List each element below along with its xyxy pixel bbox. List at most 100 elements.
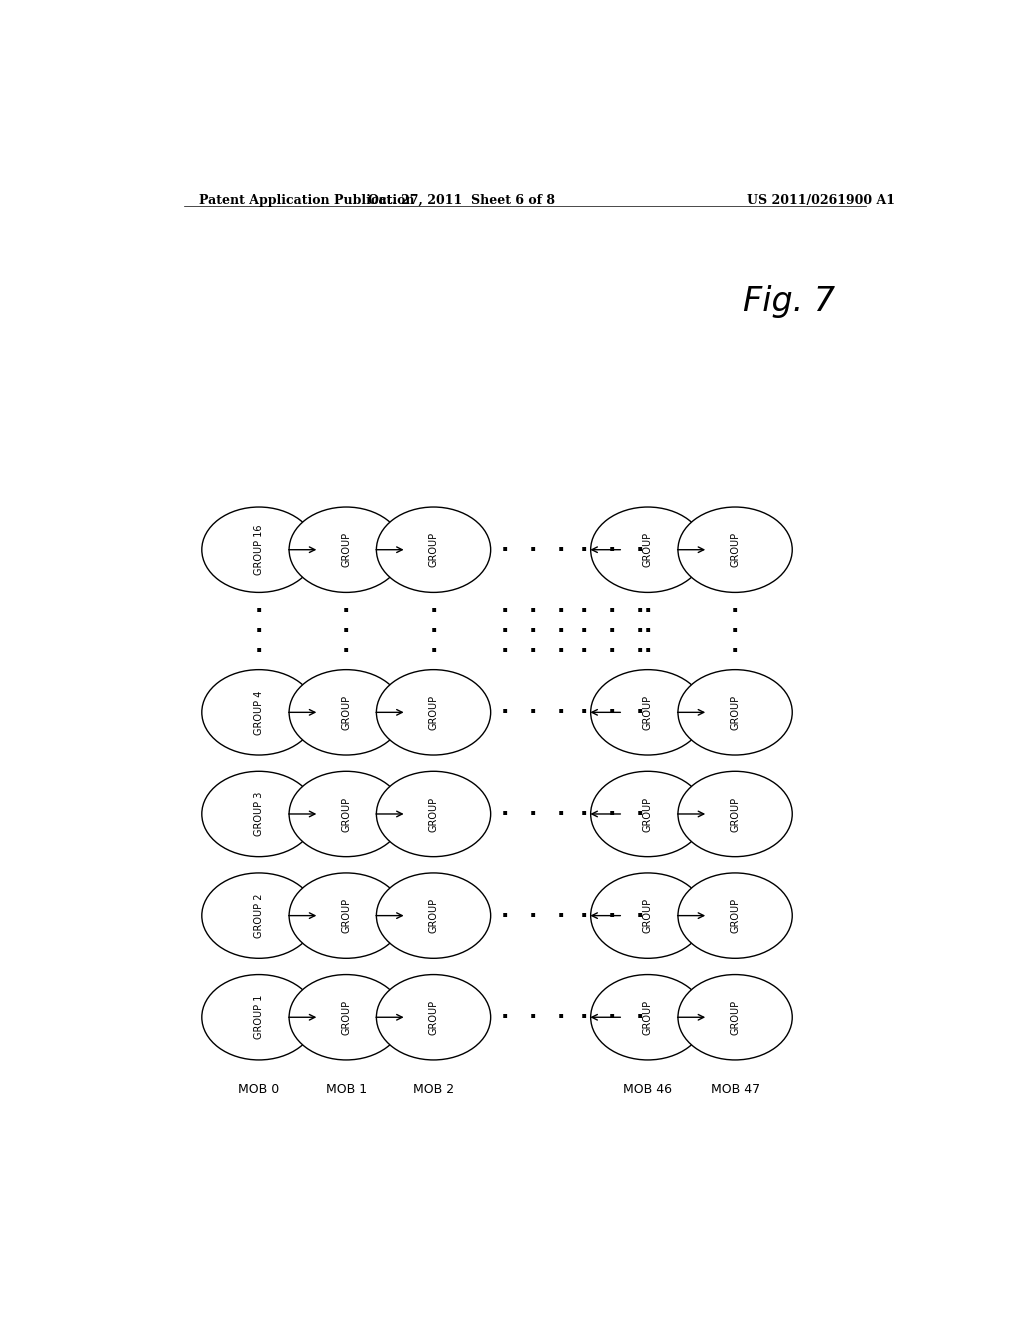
Text: GROUP: GROUP bbox=[428, 999, 438, 1035]
Text: GROUP: GROUP bbox=[428, 532, 438, 568]
Text: ·: · bbox=[556, 702, 564, 722]
Text: GROUP: GROUP bbox=[341, 694, 351, 730]
Text: ·: · bbox=[608, 702, 616, 722]
Text: ·: · bbox=[342, 620, 350, 642]
Text: Patent Application Publication: Patent Application Publication bbox=[200, 194, 415, 207]
Text: Fig. 7: Fig. 7 bbox=[743, 285, 836, 318]
Ellipse shape bbox=[202, 507, 316, 593]
Text: GROUP: GROUP bbox=[428, 694, 438, 730]
Text: ·: · bbox=[636, 702, 644, 722]
Ellipse shape bbox=[591, 974, 705, 1060]
Ellipse shape bbox=[289, 771, 403, 857]
Text: GROUP: GROUP bbox=[643, 796, 653, 832]
Text: ·: · bbox=[501, 804, 509, 824]
Text: GROUP 4: GROUP 4 bbox=[254, 690, 264, 734]
Text: ·: · bbox=[608, 642, 616, 661]
Ellipse shape bbox=[591, 873, 705, 958]
Text: ·: · bbox=[608, 620, 616, 642]
Text: ·: · bbox=[501, 702, 509, 722]
Text: ·: · bbox=[556, 906, 564, 925]
Text: ·: · bbox=[429, 601, 437, 620]
Ellipse shape bbox=[289, 669, 403, 755]
Text: ·: · bbox=[731, 642, 739, 661]
Text: ·: · bbox=[608, 804, 616, 824]
Text: ·: · bbox=[581, 906, 589, 925]
Ellipse shape bbox=[202, 669, 316, 755]
Text: ·: · bbox=[731, 620, 739, 642]
Ellipse shape bbox=[591, 771, 705, 857]
Ellipse shape bbox=[377, 507, 490, 593]
Text: MOB 47: MOB 47 bbox=[711, 1084, 760, 1097]
Text: ·: · bbox=[581, 804, 589, 824]
Text: ·: · bbox=[636, 1007, 644, 1027]
Text: GROUP: GROUP bbox=[730, 999, 740, 1035]
Ellipse shape bbox=[678, 507, 793, 593]
Text: GROUP: GROUP bbox=[428, 898, 438, 933]
Ellipse shape bbox=[678, 771, 793, 857]
Text: GROUP: GROUP bbox=[730, 694, 740, 730]
Text: Oct. 27, 2011  Sheet 6 of 8: Oct. 27, 2011 Sheet 6 of 8 bbox=[368, 194, 555, 207]
Text: ·: · bbox=[255, 620, 263, 642]
Text: ·: · bbox=[429, 620, 437, 642]
Text: ·: · bbox=[636, 601, 644, 620]
Text: GROUP 16: GROUP 16 bbox=[254, 524, 264, 576]
Ellipse shape bbox=[289, 974, 403, 1060]
Text: GROUP: GROUP bbox=[643, 898, 653, 933]
Text: GROUP: GROUP bbox=[643, 999, 653, 1035]
Text: ·: · bbox=[636, 642, 644, 661]
Text: ·: · bbox=[581, 642, 589, 661]
Ellipse shape bbox=[289, 873, 403, 958]
Ellipse shape bbox=[678, 669, 793, 755]
Text: GROUP 3: GROUP 3 bbox=[254, 792, 264, 836]
Text: MOB 2: MOB 2 bbox=[413, 1084, 454, 1097]
Text: ·: · bbox=[255, 642, 263, 661]
Text: ·: · bbox=[342, 642, 350, 661]
Text: ·: · bbox=[528, 804, 537, 824]
Text: MOB 1: MOB 1 bbox=[326, 1084, 367, 1097]
Text: MOB 0: MOB 0 bbox=[239, 1084, 280, 1097]
Text: GROUP: GROUP bbox=[643, 694, 653, 730]
Text: ·: · bbox=[644, 601, 652, 620]
Text: ·: · bbox=[731, 601, 739, 620]
Text: ·: · bbox=[501, 642, 509, 661]
Text: ·: · bbox=[581, 702, 589, 722]
Text: GROUP: GROUP bbox=[341, 796, 351, 832]
Text: ·: · bbox=[636, 620, 644, 642]
Text: GROUP: GROUP bbox=[341, 999, 351, 1035]
Text: GROUP: GROUP bbox=[730, 898, 740, 933]
Text: GROUP: GROUP bbox=[730, 532, 740, 568]
Text: GROUP 1: GROUP 1 bbox=[254, 995, 264, 1039]
Text: GROUP: GROUP bbox=[730, 796, 740, 832]
Ellipse shape bbox=[202, 873, 316, 958]
Text: ·: · bbox=[528, 601, 537, 620]
Ellipse shape bbox=[377, 771, 490, 857]
Text: ·: · bbox=[501, 1007, 509, 1027]
Text: ·: · bbox=[644, 620, 652, 642]
Text: ·: · bbox=[501, 906, 509, 925]
Text: ·: · bbox=[528, 540, 537, 560]
Text: ·: · bbox=[528, 906, 537, 925]
Text: MOB 46: MOB 46 bbox=[624, 1084, 673, 1097]
Text: ·: · bbox=[429, 642, 437, 661]
Text: ·: · bbox=[556, 601, 564, 620]
Text: ·: · bbox=[556, 642, 564, 661]
Text: ·: · bbox=[608, 540, 616, 560]
Text: ·: · bbox=[581, 620, 589, 642]
Text: ·: · bbox=[528, 1007, 537, 1027]
Ellipse shape bbox=[377, 669, 490, 755]
Text: GROUP: GROUP bbox=[428, 796, 438, 832]
Text: ·: · bbox=[556, 540, 564, 560]
Ellipse shape bbox=[202, 974, 316, 1060]
Text: ·: · bbox=[528, 620, 537, 642]
Text: GROUP: GROUP bbox=[643, 532, 653, 568]
Text: ·: · bbox=[636, 540, 644, 560]
Text: ·: · bbox=[556, 620, 564, 642]
Text: ·: · bbox=[501, 540, 509, 560]
Ellipse shape bbox=[591, 507, 705, 593]
Text: ·: · bbox=[528, 702, 537, 722]
Text: US 2011/0261900 A1: US 2011/0261900 A1 bbox=[748, 194, 895, 207]
Text: ·: · bbox=[501, 601, 509, 620]
Text: ·: · bbox=[528, 642, 537, 661]
Text: ·: · bbox=[581, 540, 589, 560]
Ellipse shape bbox=[377, 974, 490, 1060]
